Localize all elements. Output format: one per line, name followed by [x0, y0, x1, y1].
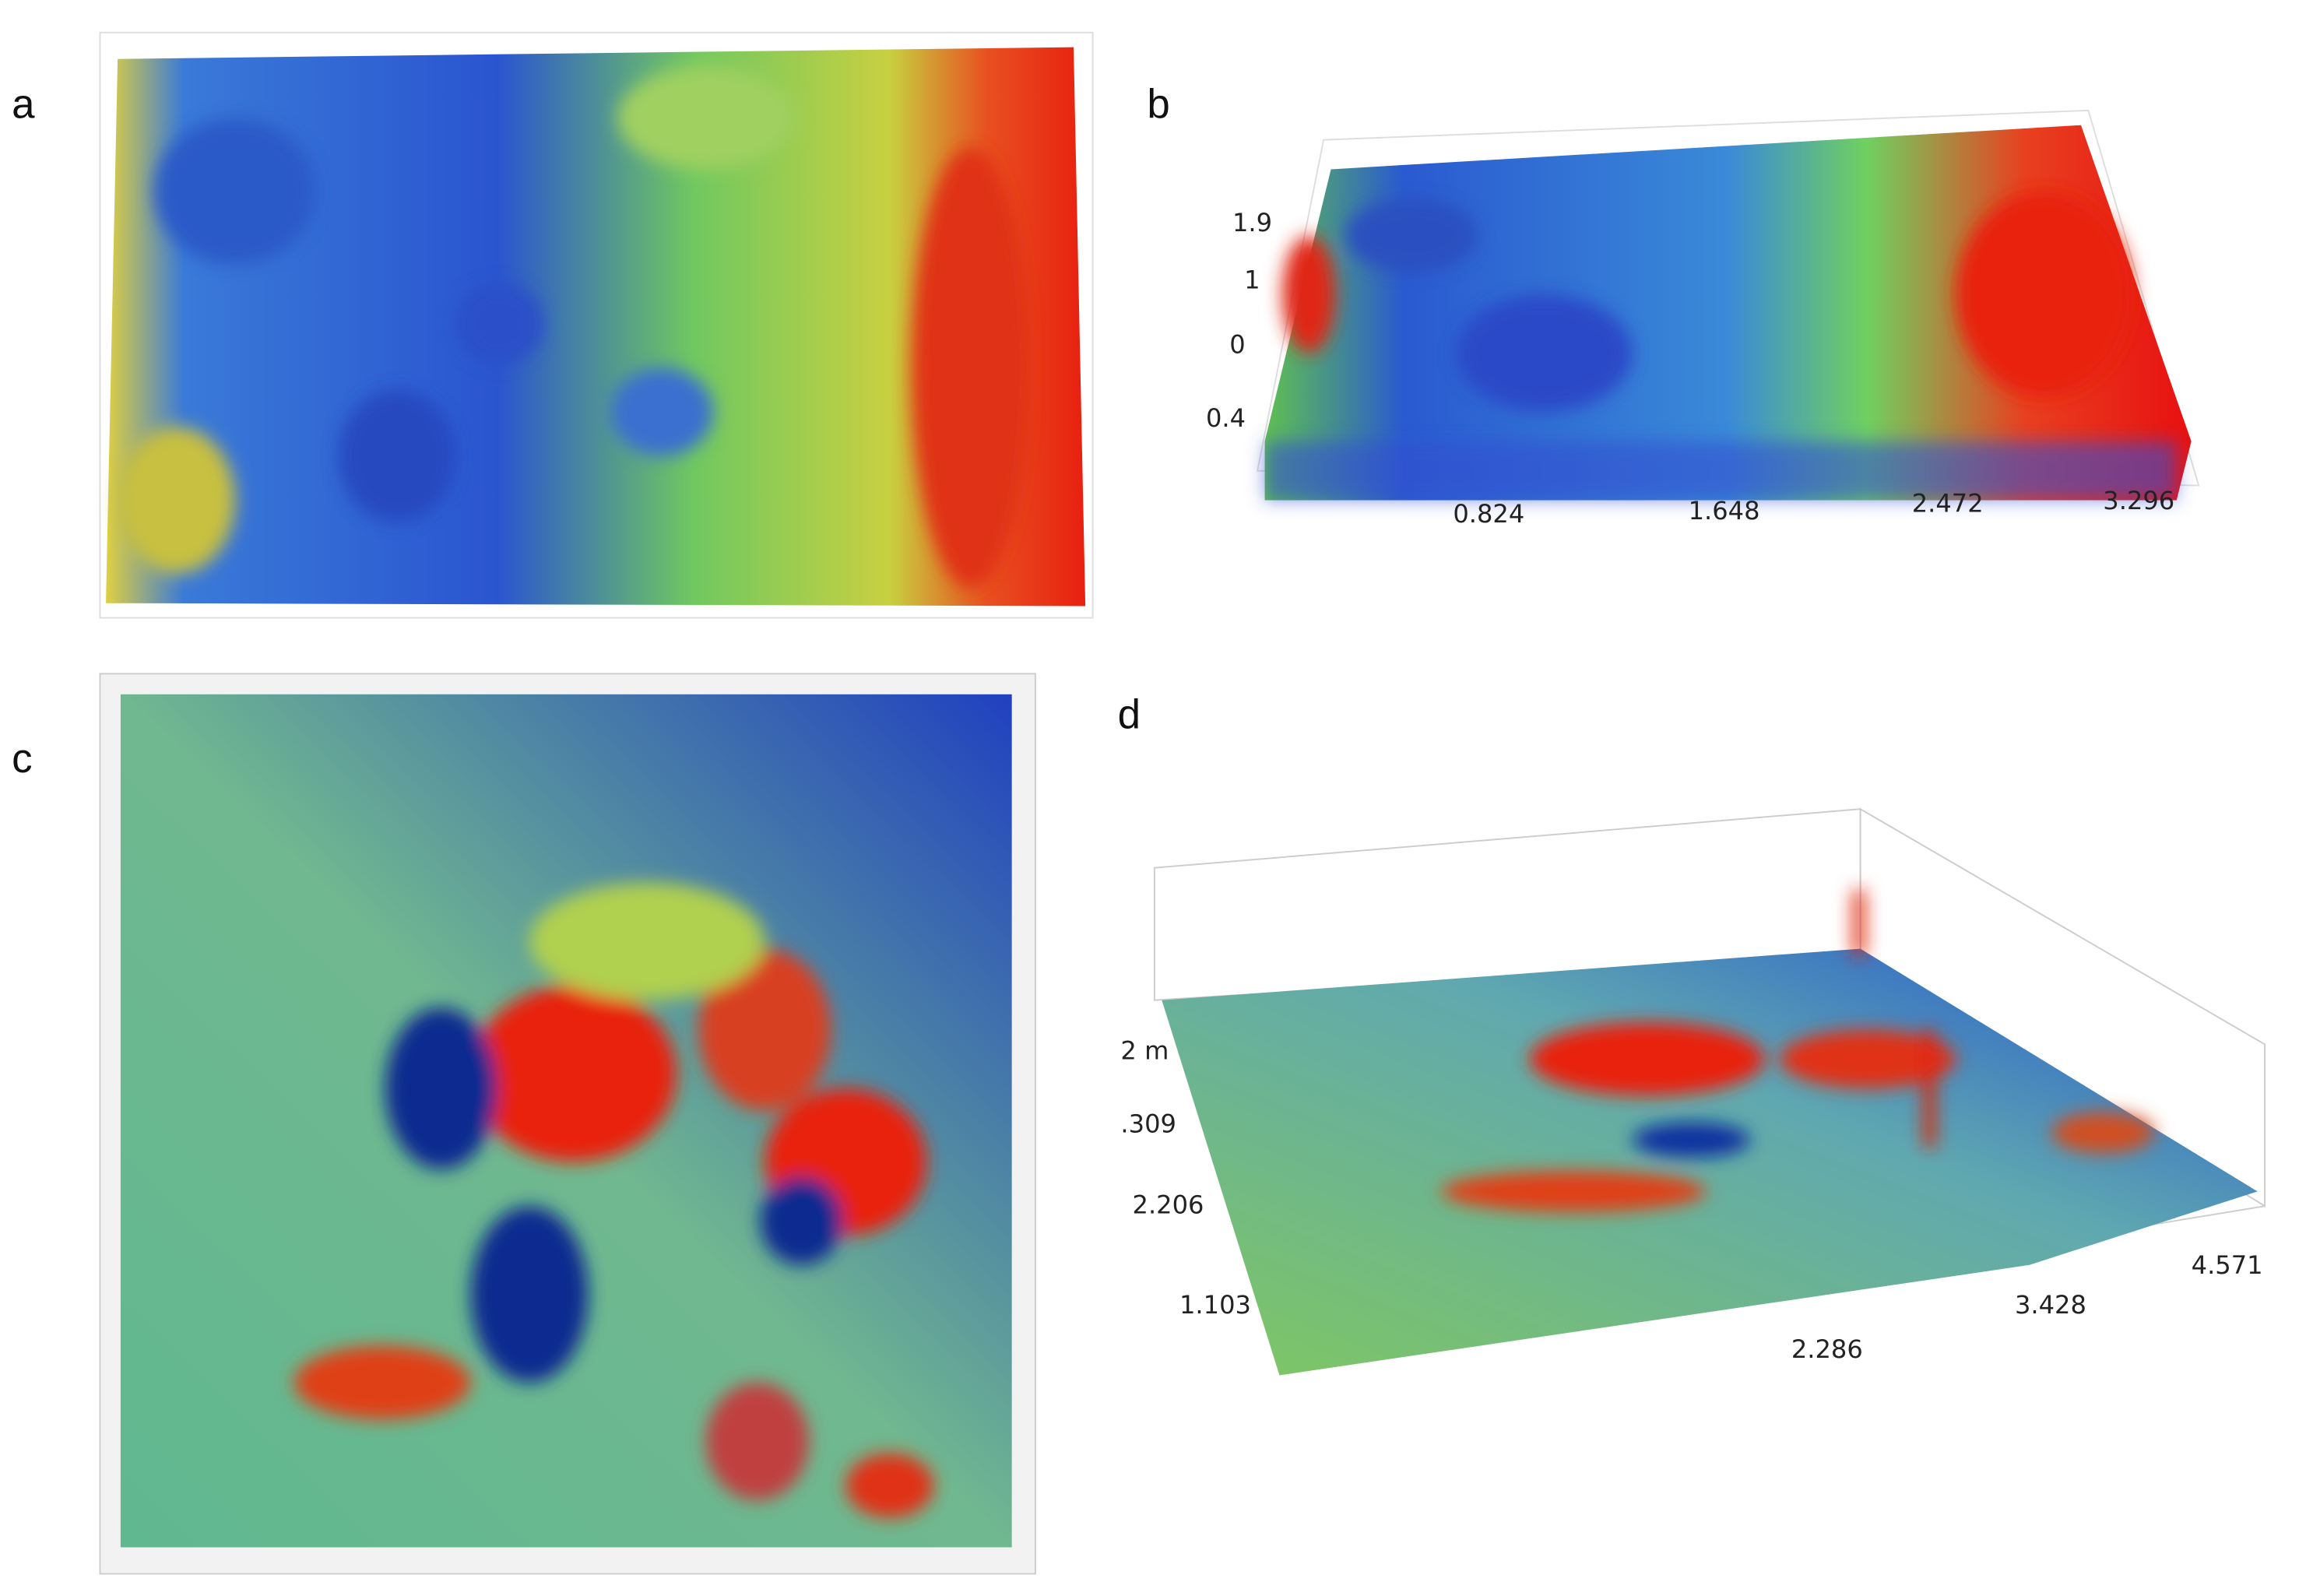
y-tick-label: 0.4: [1206, 403, 1246, 433]
x-tick-label: 3.428: [2015, 1290, 2086, 1320]
y-tick-label: 1.9: [1232, 208, 1272, 237]
panel-label: d: [1118, 691, 1141, 737]
texture: [294, 882, 934, 1518]
x-tick-label: 0.824: [1453, 499, 1524, 529]
y-tick-label: 0: [1229, 330, 1245, 360]
y-tick-label: 1: [1244, 265, 1260, 294]
panel-c: c: [12, 673, 1036, 1575]
y-tick-label: .309: [1120, 1109, 1176, 1139]
panel-d: d 2 m .309 2.206 1.103 2.286 3.428 4.571: [1118, 691, 2266, 1376]
panel-label: a: [12, 81, 35, 127]
surface: [1264, 125, 2192, 501]
texture: [1441, 890, 2155, 1212]
panel-label: b: [1147, 81, 1169, 127]
panel-label: c: [12, 736, 32, 782]
texture: [118, 66, 1030, 589]
x-tick-label: 2.472: [1912, 489, 1984, 519]
x-tick-label: 4.571: [2192, 1250, 2263, 1280]
x-tick-label: 1.648: [1689, 496, 1760, 526]
panel-a: a: [12, 31, 1094, 619]
y-tick-label: 2 m: [1120, 1035, 1169, 1065]
texture: [1264, 191, 2177, 501]
frame: [99, 31, 1094, 619]
surface: [1162, 948, 2258, 1376]
x-tick-label: 3.296: [2103, 486, 2174, 515]
x-tick-label: 2.286: [1791, 1334, 1863, 1364]
y-tick-label: 2.206: [1133, 1190, 1204, 1220]
panel-b: b 1.9 1 0 0.4 0.824 1.648 2.472 3.296: [1147, 81, 2200, 529]
y-tick-label: 1.103: [1179, 1290, 1251, 1320]
